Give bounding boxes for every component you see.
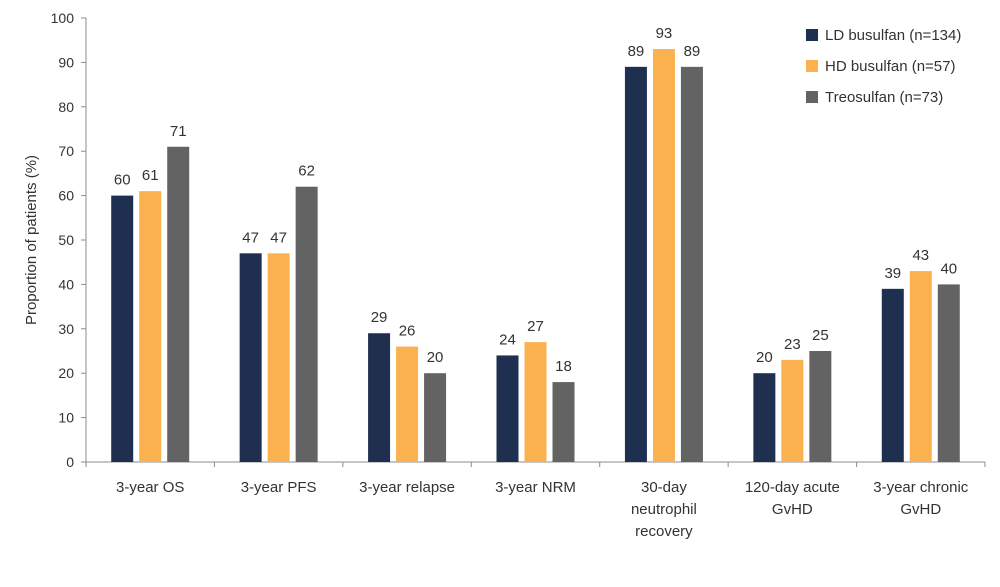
bar [267, 253, 290, 462]
y-tick-label: 40 [58, 276, 74, 292]
bar [396, 346, 419, 462]
bar-value-label: 20 [756, 349, 773, 366]
legend-swatch [806, 29, 818, 41]
bar-value-label: 39 [884, 265, 901, 282]
bar [111, 195, 134, 462]
legend-swatch [806, 60, 818, 72]
bar-value-label: 23 [784, 336, 801, 353]
bar [496, 355, 519, 462]
y-tick-label: 10 [58, 410, 74, 426]
bars [111, 49, 960, 463]
bar-value-label: 29 [371, 309, 388, 326]
bar [552, 382, 575, 462]
bar [368, 333, 391, 462]
bar [652, 49, 675, 463]
bar-value-label: 25 [812, 327, 829, 344]
x-category-label: GvHD [772, 501, 813, 518]
y-tick-label: 100 [51, 10, 75, 26]
x-category-label: 3-year chronic [873, 479, 969, 496]
bar [295, 186, 318, 462]
bar-value-label: 71 [170, 123, 187, 140]
bar [239, 253, 262, 462]
legend-swatch [806, 91, 818, 103]
bar-value-label: 24 [499, 331, 516, 348]
bar [937, 284, 960, 462]
bar-value-label: 62 [298, 163, 315, 180]
y-tick-label: 0 [66, 454, 74, 470]
bar [753, 373, 776, 462]
y-tick-label: 30 [58, 321, 74, 337]
legend: LD busulfan (n=134) HD busulfan (n=57) Tre… [806, 27, 961, 106]
bar-value-label: 47 [242, 229, 259, 246]
bar [624, 66, 647, 462]
bar [424, 373, 447, 462]
x-category-label: 120-day acute [745, 479, 840, 496]
bar [909, 271, 932, 462]
x-axis: 3-year OS 3-year PFS 3-year relapse 3-year … [85, 461, 986, 540]
bar-value-label: 93 [656, 25, 673, 42]
y-tick-label: 80 [58, 99, 74, 115]
bar [139, 191, 162, 462]
bar [524, 342, 547, 462]
x-category-label: 3-year OS [116, 479, 184, 496]
bar-value-label: 18 [555, 358, 572, 375]
bar-value-label: 26 [399, 323, 416, 340]
bar [809, 351, 832, 462]
y-tick-label: 70 [58, 143, 74, 159]
legend-label: LD busulfan (n=134) [825, 27, 961, 44]
x-category-label: neutrophil [631, 501, 697, 518]
bar-value-label: 89 [628, 43, 645, 60]
bar-value-label: 89 [684, 43, 701, 60]
bar-value-label: 43 [912, 247, 929, 264]
y-axis: 0 10 20 30 40 50 60 70 80 90 100 [51, 10, 87, 470]
x-category-label: 3-year relapse [359, 479, 455, 496]
bar-value-label: 40 [940, 260, 957, 277]
legend-label: HD busulfan (n=57) [825, 58, 956, 75]
bar [167, 146, 190, 462]
x-category-label: recovery [635, 523, 693, 540]
bar [680, 66, 703, 462]
y-tick-label: 20 [58, 365, 74, 381]
bar-value-label: 60 [114, 172, 131, 189]
bar-value-label: 20 [427, 349, 444, 366]
x-category-label: GvHD [900, 501, 941, 518]
bar-value-label: 61 [142, 167, 159, 184]
x-category-label: 3-year PFS [241, 479, 317, 496]
bar-value-label: 47 [270, 229, 287, 246]
x-category-label: 30-day [641, 479, 687, 496]
bar [781, 359, 804, 462]
x-category-label: 3-year NRM [495, 479, 576, 496]
data-labels: 60 61 71 47 47 62 29 26 20 24 27 18 89 93 89 20 23 25 39 43… [114, 25, 957, 375]
bar [881, 288, 904, 462]
y-axis-title: Proportion of patients (%) [23, 155, 40, 325]
y-tick-label: 90 [58, 54, 74, 70]
legend-label: Treosulfan (n=73) [825, 89, 943, 106]
y-tick-label: 50 [58, 232, 74, 248]
bar-value-label: 27 [527, 318, 544, 335]
y-tick-label: 60 [58, 188, 74, 204]
